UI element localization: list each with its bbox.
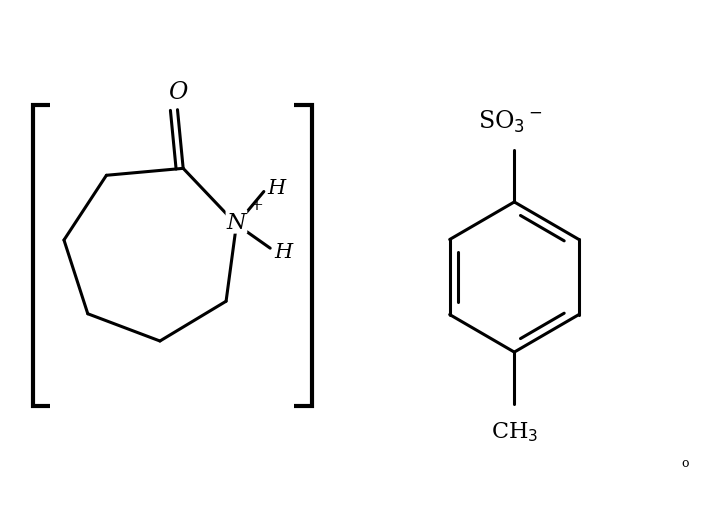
Text: H: H	[274, 243, 292, 262]
Text: N: N	[227, 211, 246, 233]
Text: o: o	[681, 457, 689, 470]
Text: CH$_3$: CH$_3$	[490, 419, 538, 443]
Text: SO$_3$$\mathregular{^-}$: SO$_3$$\mathregular{^-}$	[478, 108, 543, 134]
Text: H: H	[268, 179, 286, 198]
Text: O: O	[168, 81, 187, 104]
Text: +: +	[249, 196, 263, 214]
